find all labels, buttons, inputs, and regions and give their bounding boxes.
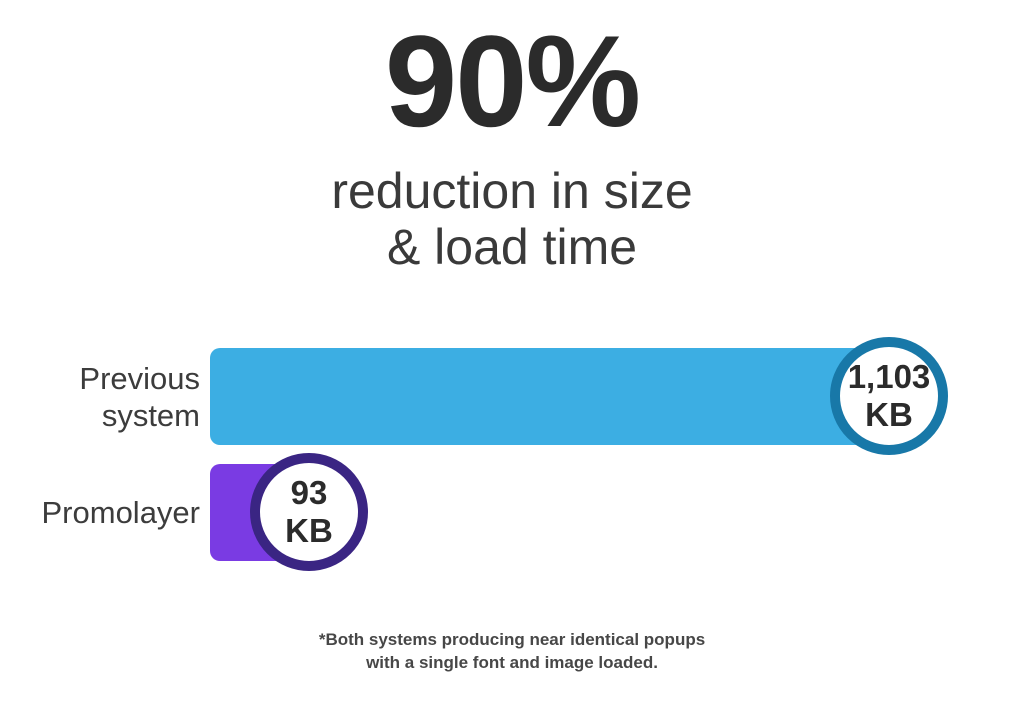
badge-value: 1,103 [847,358,931,395]
category-label-previous-system: Previous system [0,360,200,434]
footnote: *Both systems producing near identical p… [0,628,1024,674]
value-badge: 1,103 KB [830,337,948,455]
bar-track: 93 KB [210,453,1024,571]
value-badge: 93 KB [250,453,368,571]
chart-row: Previous system 1,103 KB [0,337,1024,455]
footnote-line-1: *Both systems producing near identical p… [318,630,706,649]
label-line: Previous [79,360,200,396]
label-line: system [101,397,200,433]
bar-chart: Previous system 1,103 KB Promolayer 93 K… [0,337,1024,580]
bar [210,348,870,445]
subtitle-line-1: reduction in size [331,163,693,219]
subtitle: reduction in size & load time [0,163,1024,275]
badge-unit: KB [865,396,913,433]
badge-value: 93 [290,474,328,511]
subtitle-line-2: & load time [386,219,638,275]
category-label-promolayer: Promolayer [0,494,201,531]
bar-track: 1,103 KB [210,337,1024,455]
chart-row: Promolayer 93 KB [0,453,1024,571]
label-line: Promolayer [41,495,201,530]
badge-unit: KB [285,512,333,549]
headline-percentage: 90% [384,8,641,154]
footnote-line-2: with a single font and image loaded. [366,653,658,672]
